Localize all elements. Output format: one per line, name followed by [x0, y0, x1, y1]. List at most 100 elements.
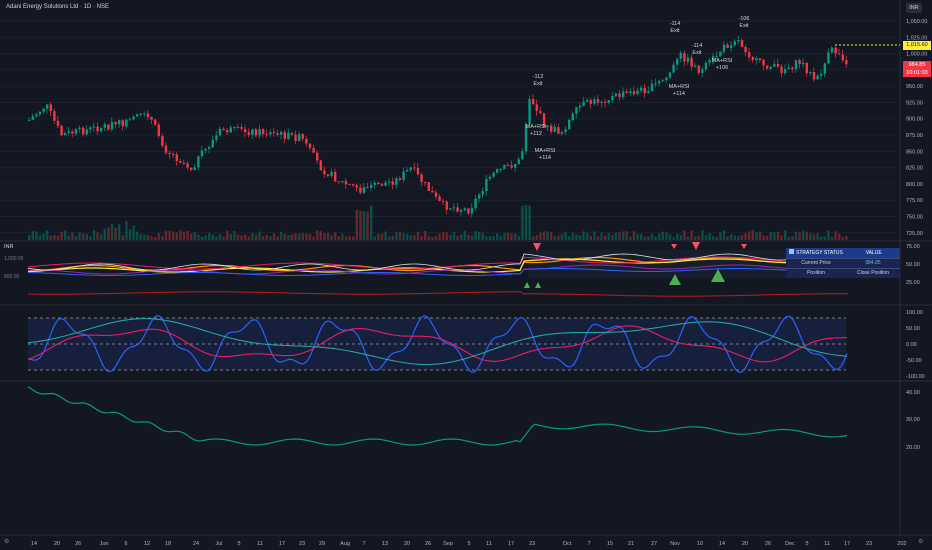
- candle-body: [686, 57, 690, 62]
- candle-body: [46, 104, 49, 109]
- volume-bar: [420, 236, 423, 240]
- trade-annotation-label: -114: [670, 21, 681, 27]
- candle-body: [679, 53, 682, 59]
- candle-body: [517, 159, 520, 165]
- ma-line-yellow: [27, 258, 849, 273]
- ma-line-darkred: [27, 291, 848, 297]
- volume-bar: [629, 236, 632, 240]
- ma-line-pink: [27, 256, 849, 270]
- volume-bar: [564, 231, 567, 240]
- price-tick-label: 1,025.00: [906, 35, 927, 41]
- candle-body: [719, 51, 722, 56]
- candle-body: [539, 110, 542, 114]
- candle-body: [629, 91, 632, 94]
- settings-icon[interactable]: ⚙: [4, 539, 10, 545]
- volume-bar: [452, 231, 456, 240]
- symbol-title[interactable]: Adani Energy Solutions Ltd · 1D · NSE: [6, 4, 110, 10]
- time-tick-label: Nov: [670, 541, 680, 547]
- candle-body: [240, 127, 243, 129]
- time-tick-label: 5: [467, 541, 470, 547]
- candle-body: [290, 132, 294, 135]
- candle-body: [611, 95, 614, 101]
- candle-body: [496, 169, 499, 173]
- time-tick-label: 14: [31, 541, 37, 547]
- volume-bar: [809, 233, 812, 240]
- volume-bar: [272, 233, 276, 240]
- table-row: Current Price 984.85: [786, 258, 900, 268]
- volume-bar: [179, 230, 182, 240]
- volume-bar: [431, 236, 434, 240]
- candle-body: [478, 194, 481, 199]
- candle-body: [344, 181, 348, 185]
- candle-body: [326, 174, 330, 177]
- price-tick-label: 1,050.00: [906, 19, 927, 25]
- pane-currency-label: INR: [4, 244, 14, 250]
- volume-bar: [758, 231, 762, 240]
- candle-body: [726, 44, 729, 48]
- volume-bar: [607, 232, 610, 240]
- volume-bar: [154, 236, 157, 240]
- time-axis[interactable]: 14 20 26 Jun 6 12 18 24 Jul 5 11 17 23 29 Aug 7 13 20 26 Se…: [31, 541, 907, 547]
- volume-bar: [823, 236, 826, 240]
- candle-body: [762, 59, 765, 66]
- volume-bar: [668, 234, 672, 240]
- candle-body: [643, 87, 646, 94]
- volume-bar: [118, 224, 121, 240]
- ma-pane: [27, 242, 849, 297]
- volume-bar: [427, 235, 430, 240]
- volume-bar: [204, 235, 207, 240]
- volume-bar: [146, 235, 150, 240]
- volume-bar: [287, 235, 290, 240]
- candle-body: [236, 126, 240, 128]
- volume-bar: [643, 236, 646, 240]
- candle-body: [600, 101, 603, 103]
- candle-body: [604, 101, 607, 103]
- volume-bar: [316, 230, 319, 240]
- candle-body: [316, 152, 319, 161]
- candle-body: [103, 124, 106, 128]
- volume-bar: [136, 231, 139, 240]
- volume-bar: [586, 232, 589, 240]
- volume-bar: [92, 230, 96, 240]
- candle-body: [744, 46, 747, 53]
- pane-price-label: 800.00: [4, 274, 20, 280]
- volume-bar: [294, 233, 297, 240]
- candle-body: [287, 132, 290, 139]
- volume-bar: [200, 236, 204, 240]
- volume-bar: [755, 232, 758, 240]
- candle-body: [798, 60, 801, 65]
- candle-body: [362, 187, 366, 193]
- volume-bar: [218, 234, 222, 240]
- oscillator-line-blue: [27, 314, 848, 374]
- time-tick-label: Oct: [563, 541, 572, 547]
- volume-bar: [596, 236, 600, 240]
- candle-body: [377, 182, 380, 185]
- volume-bar: [96, 232, 99, 240]
- candle-body: [341, 181, 344, 183]
- volume-bar: [805, 231, 808, 240]
- gear-icon[interactable]: ⚙: [918, 539, 924, 545]
- candle-body: [730, 45, 733, 48]
- candle-body: [244, 128, 247, 133]
- candle-body: [805, 62, 808, 74]
- time-tick-label: Jun: [100, 541, 109, 547]
- price-axis[interactable]: 1,050.001,025.001,000.00975.00950.00925.…: [906, 19, 927, 451]
- candle-body: [355, 185, 358, 188]
- candle-body: [431, 190, 434, 193]
- candle-body: [672, 64, 675, 73]
- time-tick-label: 11: [486, 541, 492, 547]
- candle-body: [751, 57, 754, 61]
- candle-body: [168, 152, 171, 154]
- volume-bar: [128, 229, 132, 240]
- candle-body: [769, 66, 772, 69]
- volume-bar: [283, 233, 286, 240]
- candle-body: [301, 134, 304, 139]
- candle-body: [568, 120, 571, 130]
- currency-button[interactable]: INR: [906, 3, 922, 13]
- candle-body: [614, 93, 618, 96]
- osc-axis-label: 100.00: [906, 310, 923, 316]
- buy-triangle-marker: [535, 282, 541, 288]
- price-tick-label: 1,000.00: [906, 52, 927, 58]
- candle-body: [485, 178, 488, 192]
